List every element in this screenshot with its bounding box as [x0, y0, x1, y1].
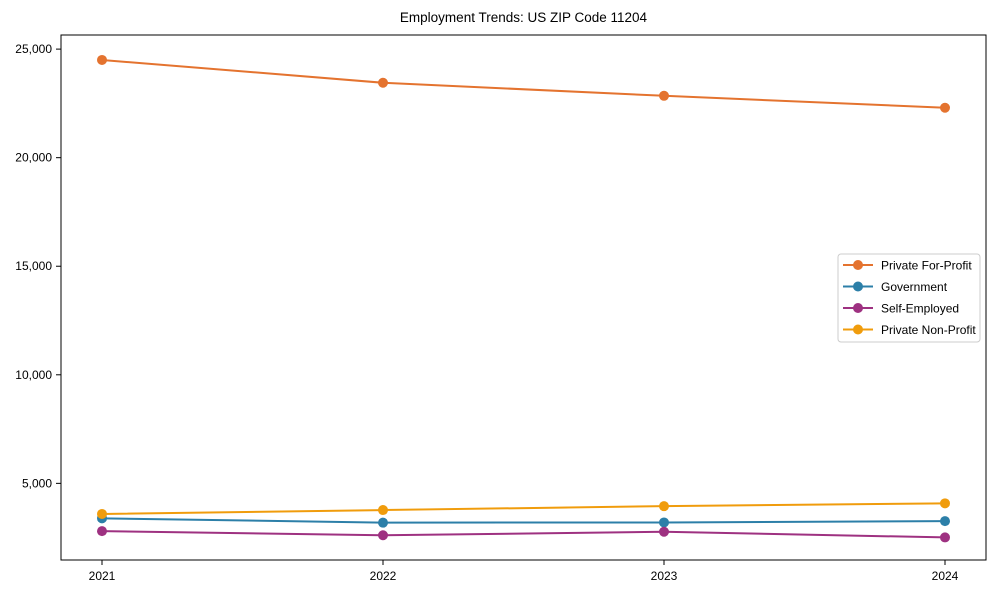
legend-label: Self-Employed — [881, 302, 959, 316]
legend-item-self-employed: Self-Employed — [843, 302, 959, 316]
data-point-private-non-profit — [659, 501, 669, 512]
x-tick-label: 2024 — [932, 569, 959, 583]
data-point-self-employed — [940, 532, 950, 543]
y-tick-label: 20,000 — [15, 151, 52, 165]
x-tick-label: 2021 — [89, 569, 116, 583]
legend-label: Government — [881, 280, 948, 294]
data-point-private-non-profit — [97, 508, 107, 519]
x-tick-label: 2022 — [370, 569, 397, 583]
data-point-self-employed — [659, 526, 669, 537]
data-point-private-non-profit — [940, 498, 950, 509]
legend-marker-swatch — [853, 260, 863, 270]
data-point-government — [378, 517, 388, 528]
y-tick-label: 5,000 — [22, 476, 52, 490]
legend-item-private-non-profit: Private Non-Profit — [843, 323, 976, 337]
legend-marker-swatch — [853, 303, 863, 313]
legend-item-government: Government — [843, 280, 948, 294]
data-point-private-for-profit — [378, 77, 388, 88]
chart-title: Employment Trends: US ZIP Code 11204 — [399, 10, 648, 25]
legend-box — [837, 253, 981, 343]
data-point-private-for-profit — [659, 90, 669, 101]
plot-area-border — [60, 34, 987, 561]
data-point-private-for-profit — [940, 102, 950, 113]
y-tick-label: 25,000 — [15, 42, 52, 56]
data-point-government — [659, 517, 669, 528]
legend-marker-swatch — [853, 281, 863, 292]
x-tick-label: 2023 — [651, 569, 678, 583]
legend-label: Private For-Profit — [881, 259, 972, 273]
series-line-private-for-profit — [101, 58, 946, 109]
series-line-government — [101, 517, 946, 524]
series-line-self-employed — [101, 530, 946, 539]
data-point-private-non-profit — [378, 505, 388, 516]
y-tick-label: 15,000 — [15, 259, 52, 273]
series-line-private-non-profit — [101, 502, 946, 515]
legend-label: Private Non-Profit — [881, 323, 976, 337]
data-point-self-employed — [378, 530, 388, 541]
data-point-government — [940, 516, 950, 527]
data-point-private-for-profit — [97, 54, 107, 65]
legend: Private For-Profit Government Self-Employe… — [837, 253, 981, 343]
legend-marker-swatch — [853, 324, 863, 335]
legend-item-private-for-profit: Private For-Profit — [843, 259, 972, 273]
y-tick-label: 10,000 — [15, 368, 52, 382]
data-point-self-employed — [97, 526, 107, 537]
